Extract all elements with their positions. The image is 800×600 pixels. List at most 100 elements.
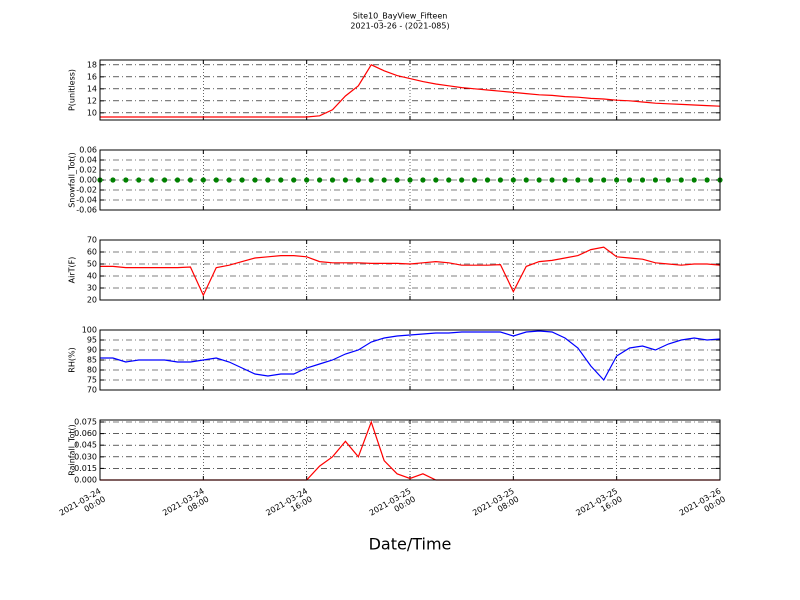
plot-frame	[99, 419, 721, 481]
y-tick-label: 40	[87, 272, 97, 281]
marker	[407, 177, 413, 183]
x-tick-group: 2021-03-2416:00	[264, 486, 313, 525]
x-tick-group: 2021-03-2508:00	[471, 486, 520, 525]
marker	[213, 177, 219, 183]
marker	[252, 177, 258, 183]
marker	[446, 177, 452, 183]
y-tick-label: 12	[87, 96, 97, 105]
marker	[381, 177, 387, 183]
y-axis-label: Snowfall_Tot()	[68, 152, 77, 208]
x-tick-label: 2021-03-2416:00	[264, 486, 313, 525]
marker	[394, 177, 400, 183]
marker	[614, 177, 620, 183]
marker	[304, 177, 310, 183]
marker	[149, 177, 155, 183]
marker	[174, 177, 181, 183]
marker	[342, 177, 349, 183]
marker	[484, 177, 491, 183]
marker	[549, 177, 555, 183]
y-tick-label: 0.075	[74, 418, 97, 427]
marker	[704, 177, 710, 183]
marker	[200, 177, 206, 183]
marker	[239, 177, 245, 183]
x-tick-label: 2021-03-2400:00	[57, 486, 106, 525]
marker	[226, 177, 232, 183]
y-tick-label: 95	[87, 336, 97, 345]
y-tick-label: 60	[87, 248, 97, 257]
y-tick-label: 16	[87, 72, 97, 81]
y-tick-label: 14	[87, 84, 97, 93]
plot-frame	[99, 149, 721, 211]
y-tick-label: 18	[87, 60, 97, 69]
marker	[588, 177, 594, 183]
y-axis-label: RH(%)	[68, 347, 77, 372]
marker	[575, 177, 581, 183]
marker	[523, 177, 529, 183]
x-tick-label: 2021-03-2600:00	[677, 486, 726, 525]
chart-title: Site10_BayView_Fifteen	[353, 12, 448, 21]
marker	[291, 177, 297, 183]
y-tick-label: 100	[82, 326, 97, 335]
y-tick-label: -0.06	[76, 206, 97, 215]
data-line	[100, 246, 720, 297]
plot-frame	[99, 59, 721, 121]
marker	[278, 177, 284, 183]
marker	[601, 177, 607, 183]
marker	[123, 177, 129, 183]
y-tick-label: 20	[87, 296, 97, 305]
marker	[368, 177, 374, 183]
y-tick-label: 30	[87, 284, 97, 293]
marker	[136, 177, 142, 183]
marker	[665, 177, 671, 183]
y-tick-label: 70	[87, 236, 97, 245]
marker	[420, 177, 426, 183]
marker	[110, 177, 116, 183]
y-tick-label: 75	[87, 376, 97, 385]
marker	[678, 177, 684, 183]
x-tick-group: 2021-03-2400:00	[57, 486, 106, 525]
marker	[536, 177, 542, 183]
x-tick-label: 2021-03-2516:00	[574, 486, 623, 525]
y-tick-label: 10	[87, 108, 97, 117]
y-tick-label: 0.00	[79, 176, 97, 185]
y-tick-label: 0.04	[79, 156, 97, 165]
data-line	[100, 330, 720, 382]
y-tick-label: -0.02	[76, 186, 97, 195]
marker	[510, 177, 516, 183]
y-tick-label: 70	[87, 386, 97, 395]
x-tick-group: 2021-03-2600:00	[677, 486, 726, 525]
marker	[187, 177, 194, 183]
marker	[626, 177, 633, 183]
marker	[329, 177, 336, 183]
marker	[316, 177, 323, 183]
y-tick-label: 80	[87, 366, 97, 375]
x-tick-group: 2021-03-2516:00	[574, 486, 623, 525]
y-tick-label: 0.02	[79, 166, 97, 175]
y-tick-label: 0.060	[74, 429, 97, 438]
x-axis-label: Date/Time	[369, 535, 452, 554]
marker	[161, 177, 168, 183]
data-line	[100, 64, 720, 118]
marker	[652, 177, 659, 183]
marker	[562, 177, 568, 183]
y-tick-label: -0.04	[76, 196, 97, 205]
marker	[691, 177, 697, 183]
marker	[265, 177, 271, 183]
y-tick-label: 90	[87, 346, 97, 355]
x-tick-label: 2021-03-2508:00	[471, 486, 520, 525]
marker	[639, 177, 646, 183]
plot-frame	[99, 239, 721, 301]
marker	[471, 177, 478, 183]
marker	[497, 177, 504, 183]
x-tick-label: 2021-03-2500:00	[367, 486, 416, 525]
chart-subtitle: 2021-03-26 - (2021-085)	[350, 22, 449, 31]
marker	[433, 177, 439, 183]
x-tick-label: 2021-03-2408:00	[161, 486, 210, 525]
x-tick-group: 2021-03-2408:00	[161, 486, 210, 525]
y-tick-label: 0.06	[79, 146, 97, 155]
y-tick-label: 0.000	[74, 476, 97, 485]
y-tick-label: 85	[87, 356, 97, 365]
y-tick-label: 0.015	[74, 464, 97, 473]
y-tick-label: 0.045	[74, 441, 97, 450]
